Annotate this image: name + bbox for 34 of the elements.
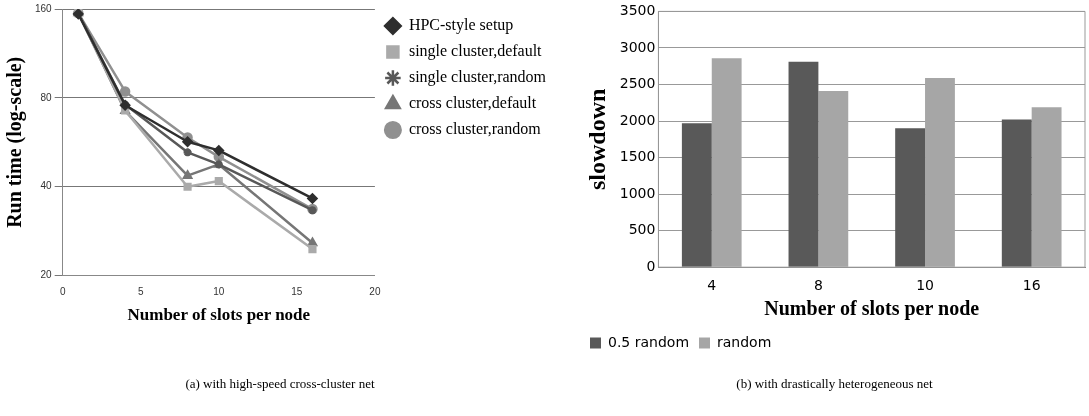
legend-label: HPC-style setup: [408, 16, 514, 35]
x-tick-label: 4: [707, 277, 717, 294]
legend-label: cross cluster,random: [408, 120, 542, 138]
x-tick-label: 20: [369, 286, 381, 298]
y-tick-label: 20: [40, 269, 53, 281]
legend-label: random: [717, 333, 772, 350]
y-tick-label: 80: [40, 91, 53, 103]
x-tick-label: 16: [1022, 277, 1041, 294]
legend-label: single cluster,random: [408, 68, 547, 87]
x-tick-label: 15: [291, 286, 303, 298]
y-tick-label: 2500: [619, 75, 656, 92]
y-tick-label: 500: [628, 221, 656, 238]
x-tick-label: 0: [59, 286, 66, 298]
y-tick-label: 3500: [619, 2, 656, 19]
text: (a) with high-speed cross-cluster net: [184, 376, 376, 392]
y-axis-title: slowdown: [583, 88, 610, 190]
x-tick-label: 5: [137, 286, 144, 298]
x-tick-label: 10: [213, 286, 225, 298]
y-tick-label: 3000: [619, 38, 656, 55]
y-tick-label: 2000: [619, 111, 656, 128]
y-axis-title: Run time (log-scale): [3, 56, 27, 228]
legend-label: single cluster,default: [408, 42, 543, 61]
y-tick-label: 0: [646, 257, 656, 274]
x-tick-label: 8: [813, 277, 823, 294]
x-tick-label: 10: [916, 277, 934, 294]
x-axis-title: Number of slots per node: [764, 297, 980, 321]
legend-label: 0.5 random: [608, 333, 690, 350]
y-tick-label: 1000: [619, 184, 656, 201]
legend-label: cross cluster,default: [408, 94, 537, 112]
y-tick-label: 40: [40, 180, 53, 192]
text: (b) with drastically heterogeneous net: [735, 376, 934, 392]
y-tick-label: 1500: [619, 148, 656, 165]
x-axis-title: Number of slots per node: [127, 305, 311, 325]
y-tick-label: 160: [35, 2, 53, 14]
